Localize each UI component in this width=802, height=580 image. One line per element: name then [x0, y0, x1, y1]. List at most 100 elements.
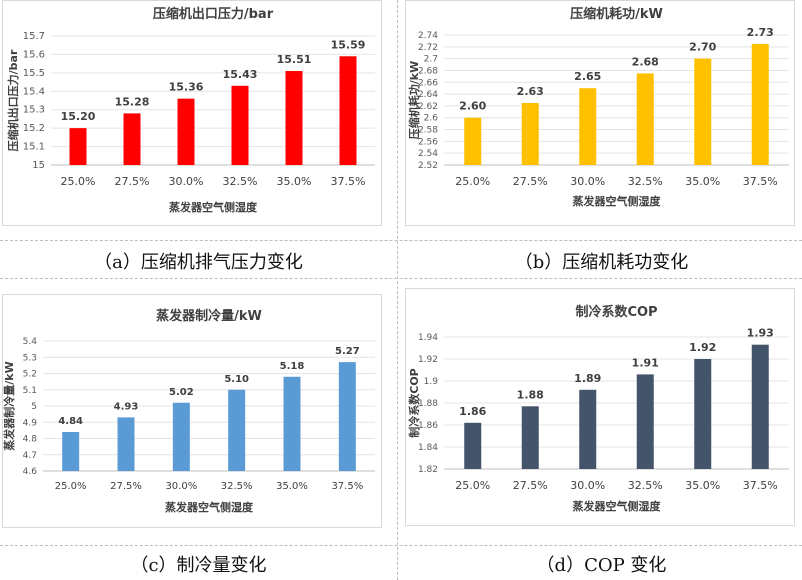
y-tick-label: 2.7: [424, 55, 438, 65]
y-tick-label: 15.2: [23, 123, 45, 134]
y-axis-label: 压缩机出口压力/bar: [6, 49, 20, 151]
y-tick-label: 4.8: [23, 435, 38, 445]
bar: [338, 362, 356, 471]
y-tick-label: 15.4: [23, 86, 45, 97]
x-tick-label: 32.5%: [223, 175, 258, 188]
data-label: 5.27: [335, 346, 360, 357]
y-tick-label: 1.82: [418, 465, 438, 475]
bar: [751, 43, 769, 166]
y-tick-label: 2.52: [418, 161, 438, 171]
x-axis-label: 蒸发器空气侧湿度: [573, 499, 662, 513]
bar: [636, 73, 654, 165]
x-tick-label: 25.0%: [61, 175, 96, 188]
bar: [177, 98, 195, 165]
bar: [285, 71, 303, 165]
y-tick-label: 2.56: [418, 137, 438, 147]
data-label: 4.93: [114, 401, 139, 412]
x-tick-label: 35.0%: [685, 479, 720, 492]
y-tick-label: 2.68: [418, 66, 438, 76]
y-tick-label: 1.86: [418, 421, 438, 431]
y-tick-label: 5.3: [23, 353, 37, 363]
y-tick-label: 4.9: [23, 418, 38, 428]
chart-title: 压缩机耗功/kW: [570, 6, 663, 22]
x-tick-label: 25.0%: [455, 175, 490, 188]
x-tick-label: 27.5%: [115, 175, 150, 188]
x-tick-label: 27.5%: [513, 479, 548, 492]
x-tick-label: 27.5%: [110, 481, 142, 492]
chart-title: 压缩机出口压力/bar: [153, 6, 274, 22]
data-label: 1.88: [517, 388, 544, 401]
y-tick-label: 2.62: [418, 102, 438, 112]
x-axis-label: 蒸发器空气侧湿度: [573, 194, 662, 208]
y-axis-label: 蒸发器制冷量/kW: [3, 361, 16, 450]
data-label: 1.86: [459, 405, 486, 418]
bar: [521, 102, 539, 165]
data-label: 5.02: [169, 387, 194, 398]
x-tick-label: 37.5%: [743, 479, 778, 492]
bar: [117, 417, 135, 471]
chart-title: 制冷系数COP: [575, 304, 657, 320]
y-tick-label: 4.7: [23, 451, 37, 461]
bar: [69, 128, 87, 165]
bar: [123, 113, 141, 165]
bar: [339, 56, 357, 166]
y-tick-label: 15.6: [23, 49, 45, 60]
bar: [228, 389, 246, 471]
y-tick-label: 4.6: [23, 467, 38, 477]
x-tick-label: 30.0%: [169, 175, 204, 188]
y-tick-label: 2.74: [418, 31, 438, 41]
x-tick-label: 30.0%: [165, 481, 197, 492]
caption-d: （d）COP 变化: [536, 555, 667, 576]
x-axis-label: 蒸发器空气侧湿度: [169, 200, 258, 214]
y-tick-label: 1.92: [418, 355, 438, 365]
y-axis-label: 制冷系数COP: [407, 368, 421, 438]
bar: [283, 376, 301, 471]
y-tick-label: 15.3: [23, 105, 45, 116]
y-tick-label: 15.5: [23, 68, 45, 79]
x-tick-label: 30.0%: [570, 479, 605, 492]
chart-compressor-power: 2.522.542.562.582.62.622.642.662.682.72.…: [407, 6, 789, 208]
horizontal-divider-1: [0, 240, 802, 241]
y-tick-label: 15.7: [23, 31, 45, 42]
data-label: 15.28: [115, 95, 150, 108]
x-tick-label: 37.5%: [331, 481, 363, 492]
bar: [231, 85, 249, 165]
x-tick-label: 32.5%: [628, 175, 663, 188]
data-label: 2.70: [689, 41, 716, 54]
chart-panel-b: 2.52 2.54 2.56 2.58 2.6 2.62 2.64 2.66 2.68 2.7 2.…: [405, 0, 795, 226]
x-tick-label: 27.5%: [513, 175, 548, 188]
data-label: 15.43: [223, 68, 258, 81]
data-label: 15.59: [331, 38, 366, 51]
chart-panel-c: 4.6 4.7 4.8 4.9 5 5.1 5.2 5.3 5.4 4.84 25.0% 4.93 27…: [2, 294, 382, 528]
data-label: 5.18: [280, 361, 305, 372]
bar: [521, 406, 539, 469]
x-tick-label: 32.5%: [628, 479, 663, 492]
bar: [579, 88, 597, 165]
chart-title: 蒸发器制冷量/kW: [156, 308, 262, 324]
x-tick-label: 37.5%: [743, 175, 778, 188]
chart-panel-d: 1.82 1.84 1.86 1.88 1.9 1.92 1.94 1.86 25.0% 1.88…: [405, 288, 795, 526]
data-label: 15.36: [169, 81, 204, 94]
y-tick-label: 5.1: [23, 386, 37, 396]
bar: [636, 374, 654, 469]
y-tick-label: 1.88: [418, 399, 438, 409]
data-label: 15.51: [277, 53, 312, 66]
chart-cop: 1.82 1.84 1.86 1.88 1.9 1.92 1.94 1.86 25.0% 1.88…: [407, 304, 789, 513]
bar: [62, 432, 80, 471]
data-label: 15.20: [61, 110, 96, 123]
data-label: 1.89: [574, 372, 601, 385]
data-label: 2.65: [574, 70, 601, 83]
data-label: 1.93: [747, 327, 774, 340]
x-tick-label: 25.0%: [455, 479, 490, 492]
y-axis-label: 压缩机耗功/kW: [407, 61, 421, 139]
y-tick-label: 1.9: [424, 377, 439, 387]
data-label: 5.10: [224, 374, 249, 385]
y-tick-label: 5: [31, 402, 37, 412]
caption-a: （a）压缩机排气压力变化: [94, 252, 303, 273]
bar: [464, 117, 482, 165]
bar: [694, 359, 712, 469]
data-label: 1.91: [632, 356, 659, 369]
bar: [694, 58, 712, 165]
y-tick-label: 2.66: [418, 78, 438, 88]
y-tick-label: 1.84: [418, 443, 438, 453]
